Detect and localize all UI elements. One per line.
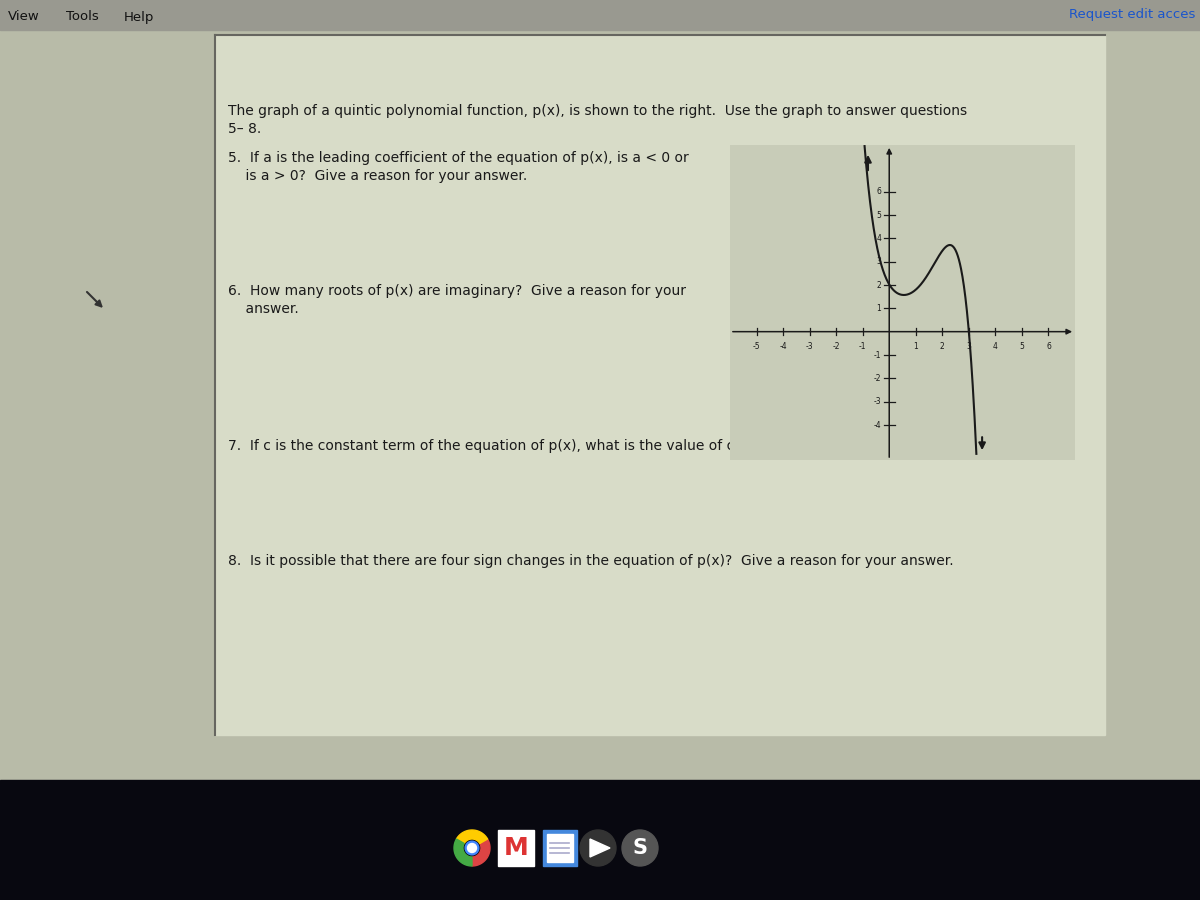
Text: 3: 3	[876, 257, 881, 266]
Text: is a > 0?  Give a reason for your answer.: is a > 0? Give a reason for your answer.	[228, 169, 527, 183]
Text: 5: 5	[876, 211, 881, 220]
Bar	[547, 834, 574, 862]
Text: 2: 2	[940, 342, 944, 351]
Text: S: S	[632, 838, 648, 858]
Text: -2: -2	[833, 342, 840, 351]
Bar	[0, 780, 1200, 900]
Text: 5– 8.: 5– 8.	[228, 122, 262, 136]
Text: 4: 4	[992, 342, 998, 351]
Text: 2: 2	[876, 281, 881, 290]
Text: 1: 1	[913, 342, 918, 351]
Text: 6: 6	[1046, 342, 1051, 351]
Bar	[215, 35, 1105, 735]
Bar	[0, 0, 1200, 30]
Bar	[542, 830, 577, 866]
Polygon shape	[456, 830, 487, 843]
Text: 6: 6	[876, 187, 881, 196]
Text: -4: -4	[779, 342, 787, 351]
Text: 6.  How many roots of p(x) are imaginary?  Give a reason for your: 6. How many roots of p(x) are imaginary?…	[228, 284, 686, 298]
Text: 4: 4	[876, 234, 881, 243]
Text: -5: -5	[752, 342, 761, 351]
Polygon shape	[590, 839, 610, 857]
Text: Request edit acces: Request edit acces	[1069, 8, 1195, 21]
Bar	[498, 830, 534, 866]
Polygon shape	[454, 839, 472, 866]
Text: Tools: Tools	[66, 11, 98, 23]
Polygon shape	[472, 839, 490, 866]
Text: -3: -3	[874, 397, 881, 406]
Circle shape	[468, 843, 476, 852]
Text: -2: -2	[874, 374, 881, 382]
Text: -4: -4	[874, 420, 881, 429]
Circle shape	[580, 830, 616, 866]
Text: 8.  Is it possible that there are four sign changes in the equation of p(x)?  Gi: 8. Is it possible that there are four si…	[228, 554, 954, 568]
Text: -1: -1	[874, 350, 881, 359]
Text: answer.: answer.	[228, 302, 299, 316]
Text: 5: 5	[1020, 342, 1025, 351]
Text: M: M	[504, 836, 528, 860]
Text: 3: 3	[966, 342, 971, 351]
Text: View: View	[8, 11, 40, 23]
Circle shape	[466, 842, 479, 855]
Text: 1: 1	[876, 304, 881, 313]
Circle shape	[622, 830, 658, 866]
Text: Help: Help	[124, 11, 155, 23]
Text: -1: -1	[859, 342, 866, 351]
Text: 5.  If a is the leading coefficient of the equation of p(x), is a < 0 or: 5. If a is the leading coefficient of th…	[228, 151, 689, 165]
Text: The graph of a quintic polynomial function, p(x), is shown to the right.  Use th: The graph of a quintic polynomial functi…	[228, 104, 967, 118]
Text: -3: -3	[806, 342, 814, 351]
Text: 7.  If c is the constant term of the equation of p(x), what is the value of c?  : 7. If c is the constant term of the equa…	[228, 439, 962, 453]
